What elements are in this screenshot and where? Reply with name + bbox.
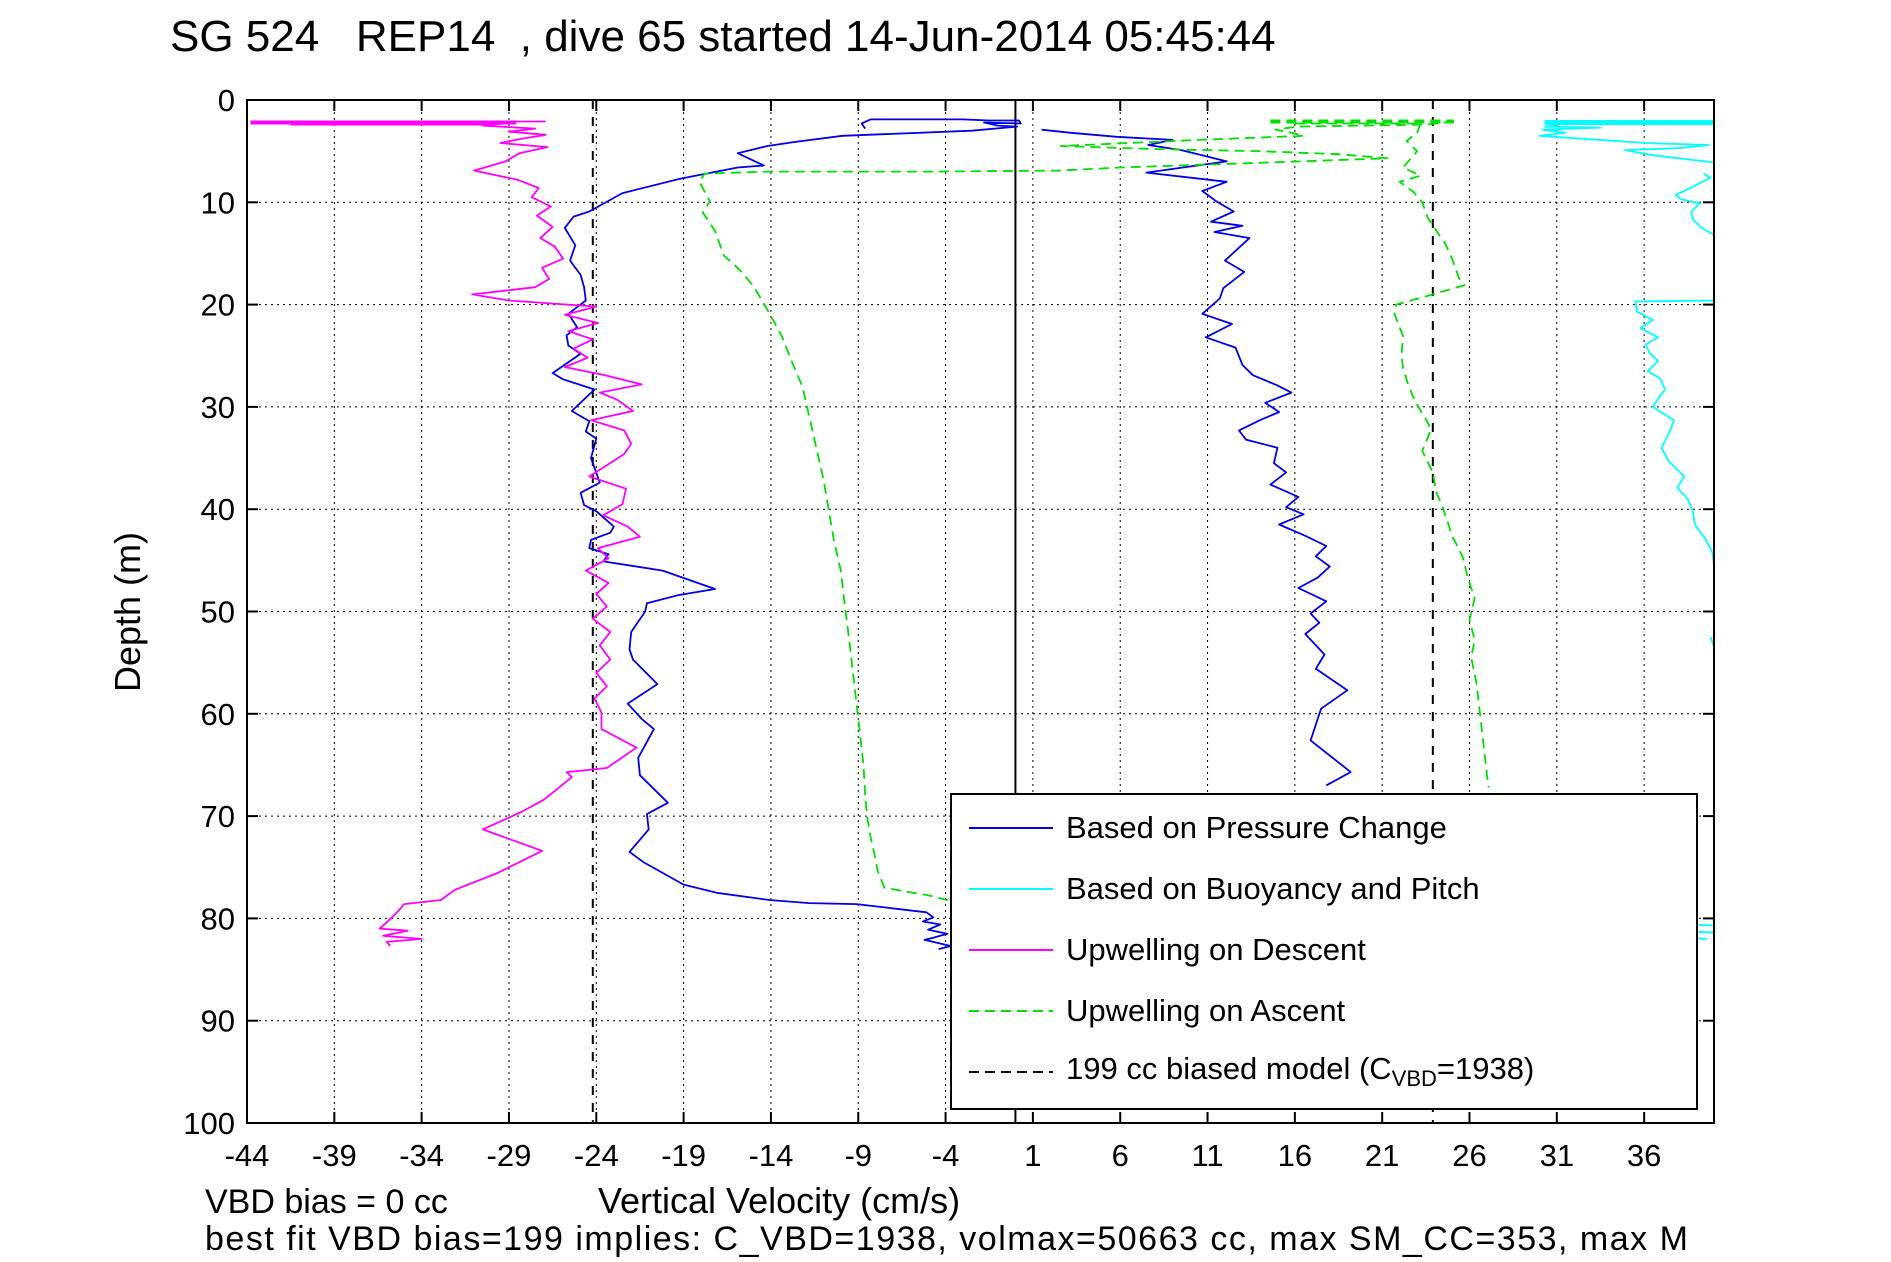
legend-item-upwelling-on-ascent: Upwelling on Ascent — [952, 980, 1696, 1041]
x-tick-label: 26 — [1452, 1138, 1486, 1173]
figure-title: SG 524 REP14 , dive 65 started 14-Jun-20… — [170, 12, 1276, 61]
legend-sample-line — [969, 1009, 1053, 1012]
series-based-on-pressure-change — [551, 118, 1022, 950]
legend-label: 199 cc biased model (CVBD=1938) — [1066, 1050, 1535, 1092]
series-upwelling-on-ascent — [1393, 123, 1490, 788]
series-based-on-buoyancy-and-pitch — [1694, 930, 1715, 934]
x-tick-label: -19 — [661, 1138, 706, 1173]
legend-item-199-cc-biased-model-c-vbd-1938-: 199 cc biased model (CVBD=1938) — [952, 1041, 1696, 1102]
legend-sample-line — [969, 887, 1053, 890]
x-tick-label: 36 — [1627, 1138, 1661, 1173]
y-tick-label: 0 — [218, 83, 235, 118]
footer-vbd-bias: VBD bias = 0 cc — [205, 1183, 448, 1221]
x-tick-label: -39 — [312, 1138, 357, 1173]
x-tick-label: -24 — [574, 1138, 619, 1173]
legend-item-based-on-buoyancy-and-pitch: Based on Buoyancy and Pitch — [952, 858, 1696, 919]
x-tick-label: -29 — [487, 1138, 532, 1173]
y-tick-label: 80 — [201, 901, 235, 936]
legend-label: Upwelling on Descent — [1066, 931, 1366, 967]
series-upwelling-on-ascent — [698, 120, 1454, 902]
y-tick-label: 30 — [201, 390, 235, 425]
y-tick-label: 10 — [201, 185, 235, 220]
x-tick-label: -9 — [844, 1138, 872, 1173]
legend-sample-line — [969, 1070, 1053, 1073]
x-tick-label: 16 — [1278, 1138, 1312, 1173]
legend-label: Based on Buoyancy and Pitch — [1066, 870, 1480, 906]
x-tick-label: 31 — [1540, 1138, 1574, 1173]
y-tick-label: 90 — [201, 1004, 235, 1039]
legend-item-upwelling-on-descent: Upwelling on Descent — [952, 919, 1696, 980]
x-tick-label: -4 — [932, 1138, 960, 1173]
x-tick-label: -14 — [749, 1138, 794, 1173]
y-tick-label: 100 — [183, 1106, 235, 1141]
series-based-on-buoyancy-and-pitch — [1634, 299, 1715, 566]
legend-label: Based on Pressure Change — [1066, 809, 1447, 845]
legend-label-subscript: VBD — [1391, 1066, 1437, 1092]
legend-sample-line — [969, 948, 1053, 951]
y-tick-label: 60 — [201, 697, 235, 732]
x-tick-label: -44 — [225, 1138, 270, 1173]
y-axis-label: Depth (m) — [107, 531, 148, 693]
y-tick-label: 70 — [201, 799, 235, 834]
series-based-on-pressure-change — [1041, 128, 1352, 787]
series-based-on-buoyancy-and-pitch — [1538, 124, 1715, 164]
legend-label: Upwelling on Ascent — [1066, 992, 1346, 1028]
x-tick-label: 21 — [1365, 1138, 1399, 1173]
legend: Based on Pressure Change Based on Buoyanc… — [950, 793, 1698, 1110]
legend-item-based-on-pressure-change: Based on Pressure Change — [952, 797, 1696, 858]
y-tick-label: 40 — [201, 492, 235, 527]
y-tick-label: 20 — [201, 288, 235, 323]
series-based-on-buoyancy-and-pitch — [1674, 172, 1715, 236]
series-upwelling-on-descent — [378, 121, 643, 947]
x-tick-label: 6 — [1112, 1138, 1129, 1173]
x-axis-label: Vertical Velocity (cm/s) — [598, 1180, 961, 1221]
footer-best-fit: best fit VBD bias=199 implies: C_VBD=193… — [205, 1220, 1690, 1258]
x-tick-label: 11 — [1191, 1138, 1223, 1173]
y-tick-label: 50 — [201, 595, 235, 630]
x-tick-label: -34 — [399, 1138, 444, 1173]
legend-sample-line — [969, 826, 1053, 829]
x-tick-label: 1 — [1024, 1138, 1041, 1173]
